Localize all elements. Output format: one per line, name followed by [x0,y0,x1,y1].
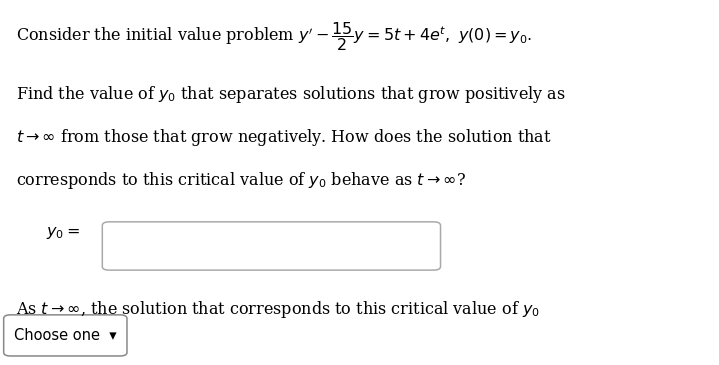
FancyBboxPatch shape [4,315,127,356]
Text: Choose one  ▾: Choose one ▾ [14,328,117,343]
Text: Consider the initial value problem $y' - \dfrac{15}{2}y = 5t + 4e^t,\ y(0) = y_0: Consider the initial value problem $y' -… [16,20,532,53]
Text: As $t \to \infty$, the solution that corresponds to this critical value of $y_0$: As $t \to \infty$, the solution that cor… [16,299,539,320]
Text: $t \to \infty$ from those that grow negatively. How does the solution that: $t \to \infty$ from those that grow nega… [16,127,551,148]
Text: corresponds to this critical value of $y_0$ behave as $t \to \infty$?: corresponds to this critical value of $y… [16,170,466,191]
Text: Find the value of $y_0$ that separates solutions that grow positively as: Find the value of $y_0$ that separates s… [16,84,565,105]
FancyBboxPatch shape [102,222,441,270]
Text: $y_0 =$: $y_0 =$ [46,224,81,241]
